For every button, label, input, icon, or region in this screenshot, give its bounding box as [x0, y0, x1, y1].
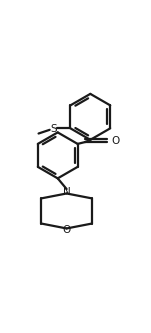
Text: O: O: [63, 225, 71, 235]
Text: O: O: [111, 136, 119, 146]
Text: S: S: [50, 124, 57, 134]
Text: N: N: [63, 187, 71, 197]
